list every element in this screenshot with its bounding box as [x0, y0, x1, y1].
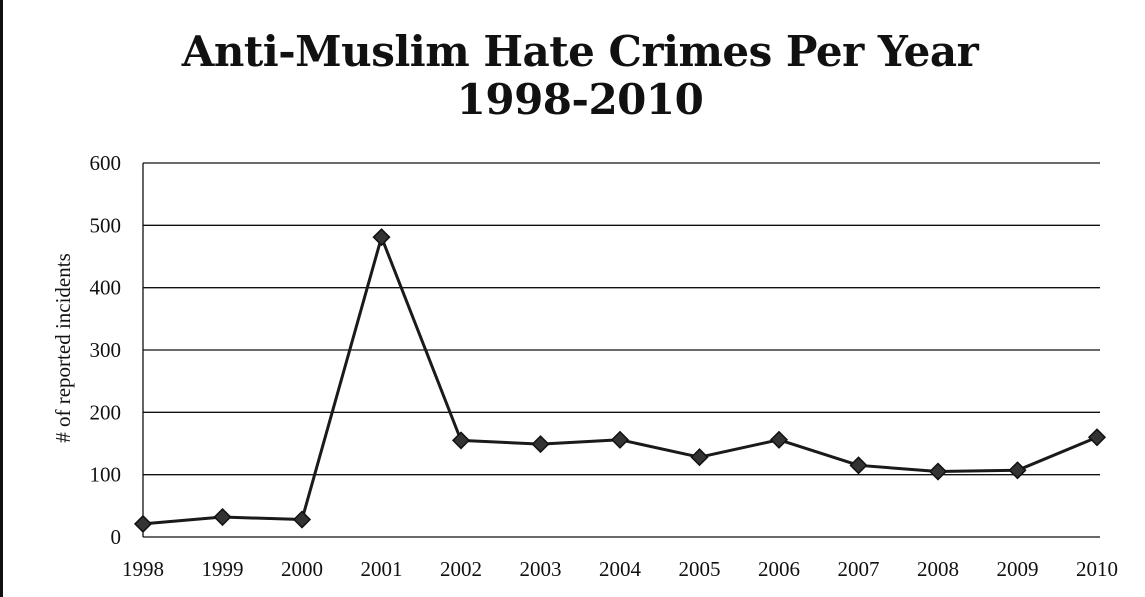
y-tick-label: 0 [111, 525, 122, 549]
x-tick-label: 2004 [599, 557, 642, 581]
x-tick-label: 1999 [202, 557, 244, 581]
x-tick-label: 2003 [520, 557, 562, 581]
data-point-1998 [133, 514, 153, 533]
data-point-2000 [292, 510, 312, 529]
y-tick-label: 500 [90, 213, 122, 237]
data-point-2002 [451, 431, 471, 450]
y-tick-label: 400 [90, 276, 122, 300]
data-point-2007 [849, 456, 868, 475]
x-tick-label: 2010 [1076, 557, 1118, 581]
x-tick-label: 1998 [122, 557, 164, 581]
data-point-1999 [213, 507, 232, 527]
y-tick-label: 100 [90, 463, 122, 487]
series-group [133, 228, 1107, 533]
y-tick-label: 300 [90, 338, 122, 362]
x-tick-label: 2001 [361, 557, 403, 581]
x-tick-labels: 1998 1999 2000 2001 2002 2003 2004 2005 2006 2007… [122, 557, 1118, 581]
data-point-2010 [1087, 428, 1107, 447]
gridlines [143, 162, 1100, 476]
y-tick-label: 200 [90, 400, 122, 424]
x-tick-label: 2007 [838, 557, 880, 581]
chart-title: Anti-Muslim Hate Crimes Per Year [181, 27, 979, 76]
x-tick-label: 2006 [758, 557, 800, 581]
y-tick-labels: 0 100 200 300 400 500 600 [90, 151, 122, 549]
series-line [142, 235, 1098, 526]
axes [142, 163, 1100, 538]
y-tick-label: 600 [90, 151, 122, 175]
x-tick-label: 2008 [917, 557, 959, 581]
data-point-2005 [690, 448, 709, 467]
data-point-2001 [372, 228, 391, 247]
data-point-2009 [1008, 461, 1027, 480]
data-point-2004 [610, 430, 630, 449]
frame-left-border [0, 0, 3, 597]
x-tick-label: 2009 [997, 557, 1039, 581]
chart-subtitle: 1998-2010 [456, 75, 704, 124]
data-point-2008 [928, 462, 948, 481]
x-tick-label: 2002 [440, 557, 482, 581]
y-axis-label: # of reported incidents [51, 253, 75, 443]
x-tick-label: 2000 [281, 557, 323, 581]
data-point-2006 [769, 430, 789, 449]
x-tick-label: 2005 [679, 557, 721, 581]
data-point-2003 [531, 435, 550, 454]
